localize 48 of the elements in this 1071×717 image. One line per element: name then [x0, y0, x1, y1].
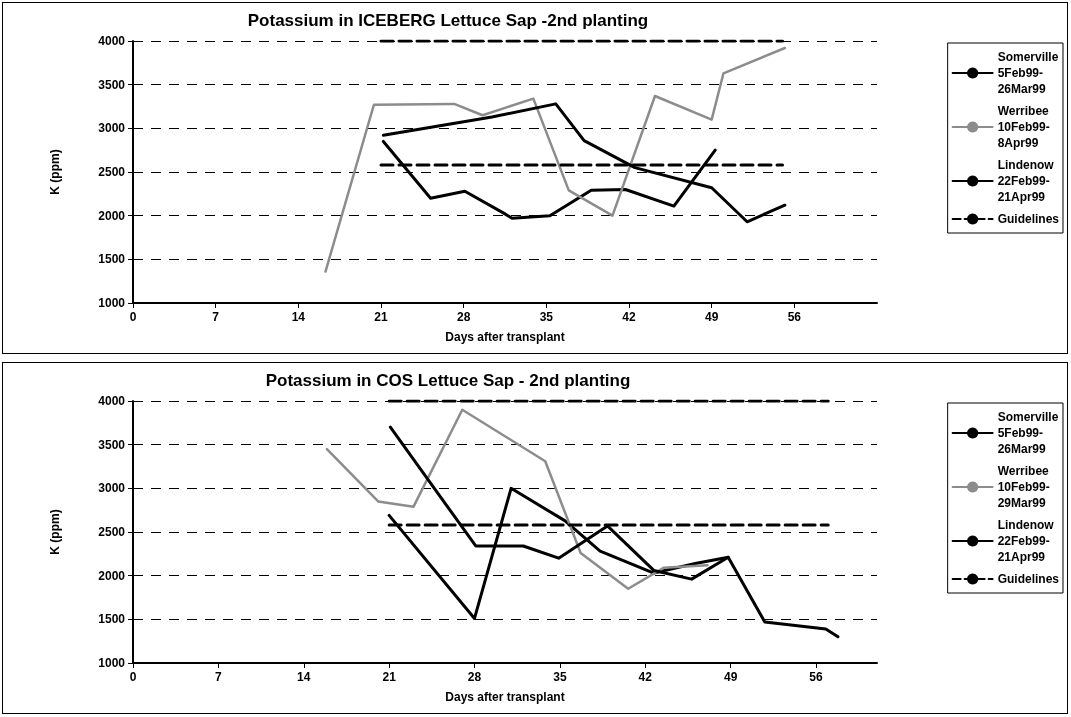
y-tick-label: 4000 [98, 34, 126, 48]
x-tick-label: 28 [456, 310, 471, 324]
legend-label: Somerville 5Feb99-26Mar99 [997, 410, 1059, 456]
x-tick-label: 35 [553, 670, 567, 684]
x-axis-title: Days after transplant [445, 690, 565, 704]
x-tick-label: 56 [809, 670, 824, 684]
y-tick-label: 1500 [98, 252, 126, 267]
y-tick-label: 3000 [98, 121, 126, 136]
y-tick-label: 2000 [98, 208, 126, 223]
x-tick-label: 0 [129, 310, 137, 324]
x-tick-label: 0 [129, 670, 137, 684]
x-tick-label: 7 [215, 670, 223, 684]
x-tick-label: 28 [467, 670, 482, 684]
x-tick-label: 49 [704, 310, 719, 324]
chart-title: Potassium in ICEBERG Lettuce Sap -2nd planting [247, 11, 649, 30]
line-series [324, 46, 787, 273]
legend-label: Guidelines [997, 572, 1060, 586]
y-tick-label: 1000 [98, 296, 126, 310]
x-tick-label: 35 [539, 310, 554, 324]
legend-label: Werribee 10Feb99-8Apr99 [997, 104, 1050, 150]
legend-label: Lindenow 22Feb99-21Apr99 [997, 518, 1055, 564]
line-series [325, 408, 709, 591]
y-tick-label: 2000 [98, 568, 126, 583]
y-tick-label: 2500 [98, 525, 126, 539]
x-tick-label: 42 [638, 670, 653, 684]
y-axis-title: K (ppm) [48, 149, 62, 195]
x-tick-label: 21 [382, 670, 397, 684]
chart-title: Potassium in COS Lettuce Sap - 2nd planting [265, 371, 631, 390]
x-tick-label: 49 [723, 670, 738, 684]
y-tick-label: 4000 [98, 394, 126, 408]
x-axis-title: Days after transplant [445, 330, 565, 344]
legend-label: Werribee 10Feb99-29Mar99 [997, 464, 1050, 510]
y-axis-title: K (ppm) [48, 509, 62, 555]
legend-label: Guidelines [997, 212, 1060, 226]
y-tick-label: 3500 [98, 77, 126, 92]
x-tick-label: 56 [787, 310, 802, 324]
x-tick-label: 21 [374, 310, 388, 324]
y-tick-label: 2500 [98, 165, 126, 179]
legend-label: Lindenow 22Feb99-21Apr99 [997, 158, 1055, 204]
x-tick-label: 42 [622, 310, 636, 324]
y-tick-label: 3500 [98, 437, 126, 452]
y-tick-label: 1500 [98, 612, 126, 627]
y-tick-label: 1000 [98, 656, 126, 670]
y-tick-label: 3000 [98, 481, 126, 496]
x-tick-label: 7 [212, 310, 220, 324]
x-tick-label: 14 [291, 310, 306, 324]
legend-label: Somerville 5Feb99-26Mar99 [997, 50, 1059, 96]
x-tick-label: 14 [297, 670, 311, 684]
